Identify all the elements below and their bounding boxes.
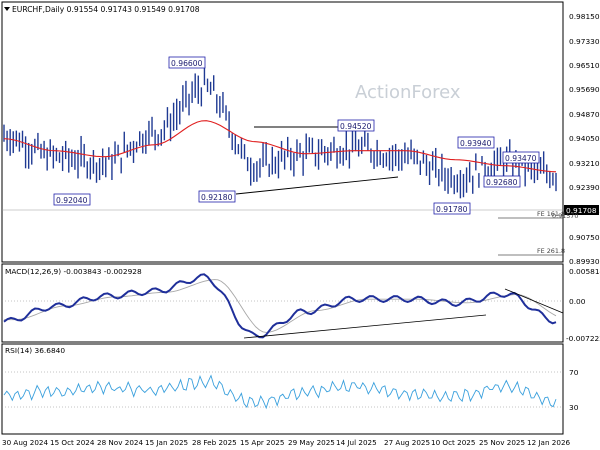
price-tick: 0.92390 (569, 183, 600, 192)
label-094520: 0.94520 (340, 122, 372, 131)
macd-line (3, 273, 557, 339)
label-box (168, 56, 206, 69)
price-tick: 0.98150 (569, 12, 600, 21)
macd-tick-zero: 0.00 (569, 297, 586, 306)
label-box (53, 193, 91, 206)
price-tick: 0.95690 (569, 85, 600, 94)
macd-tick-top: 0.005814 (569, 267, 600, 276)
macd-trendline-upper (504, 288, 564, 314)
price-tick: 0.97330 (569, 37, 600, 46)
rsi-line (3, 374, 557, 410)
label-096600: 0.96600 (171, 59, 203, 68)
x-tick: 27 Aug 2025 (384, 438, 430, 447)
label-093940: 0.93940 (460, 139, 492, 148)
x-tick: 10 Oct 2025 (431, 438, 475, 447)
macd-tick-bottom: -0.007222 (566, 334, 600, 343)
label-box (457, 136, 495, 149)
label-091780: 0.91780 (436, 205, 468, 214)
x-tick: 25 Nov 2025 (479, 438, 525, 447)
macd-title: MACD(12,26,9) -0.003843 -0.002928 (5, 267, 142, 276)
fe-161-label: FE 161.8 (537, 210, 565, 218)
x-tick: 30 Aug 2024 (2, 438, 48, 447)
x-tick: 12 Jan 2026 (527, 438, 571, 447)
fe-261-label: FE 261.8 (537, 247, 565, 255)
x-axis: 30 Aug 2024 15 Oct 2024 28 Nov 2024 15 J… (2, 438, 571, 447)
label-092180: 0.92180 (201, 193, 233, 202)
fe-161-value: 0.91570 (552, 212, 578, 220)
x-tick: 15 Oct 2024 (50, 438, 95, 447)
x-tick: 15 Jan 2025 (145, 438, 188, 447)
rsi-tick-70: 70 (569, 368, 579, 377)
label-093470: 0.93470 (505, 154, 537, 163)
price-tick: 0.93210 (569, 159, 600, 168)
label-092680: 0.92680 (486, 178, 518, 187)
price-tick: 0.96510 (569, 61, 600, 70)
x-tick: 15 Apr 2025 (240, 438, 284, 447)
label-box (433, 202, 471, 215)
price-level-labels: 0.96600 0.92040 0.92180 0.94520 0.93940 … (53, 56, 540, 215)
x-tick: 28 Nov 2024 (97, 438, 143, 447)
rsi-title: RSI(14) 36.6840 (5, 346, 65, 355)
rsi-tick-30: 30 (569, 403, 579, 412)
price-trendline-support (235, 176, 399, 195)
price-tick: 0.89930 (569, 257, 600, 266)
price-tick: 0.90750 (569, 233, 600, 242)
x-tick: 29 May 2025 (288, 438, 335, 447)
rsi-panel (1, 343, 564, 435)
last-price-value: 0.91708 (566, 206, 597, 215)
label-box (337, 119, 375, 132)
price-y-axis: 0.98150 0.97330 0.96510 0.95690 0.94870 … (569, 12, 600, 266)
header-triangle-icon (4, 7, 10, 11)
x-tick: 14 Jul 2025 (336, 438, 377, 447)
label-box (198, 190, 236, 203)
last-price-tag (564, 205, 599, 215)
header-symbol-line: EURCHF,Daily 0.91554 0.91743 0.91549 0.9… (12, 5, 200, 14)
watermark: ActionForex (355, 82, 461, 103)
price-tick: 0.94050 (569, 134, 600, 143)
x-tick: 28 Feb 2025 (192, 438, 237, 447)
label-box (502, 151, 540, 164)
price-panel (1, 1, 564, 263)
label-092040: 0.92040 (56, 196, 88, 205)
moving-average-line (3, 120, 557, 173)
macd-trendline-lower (243, 314, 487, 339)
label-box (483, 175, 521, 188)
price-tick: 0.94870 (569, 110, 600, 119)
